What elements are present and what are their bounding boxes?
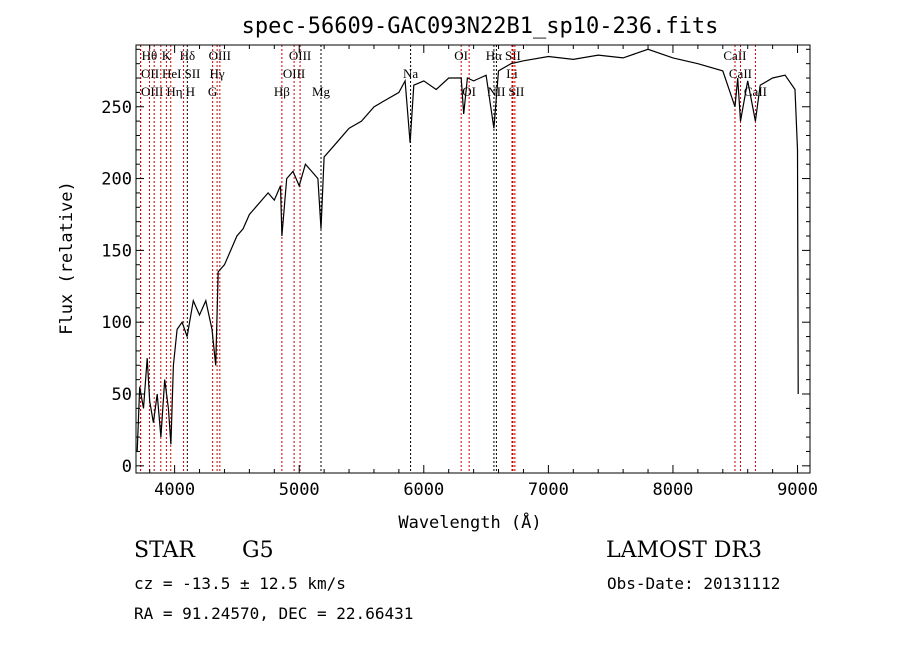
object-subclass: G5: [242, 538, 274, 563]
spectral-line-label: CaII: [729, 66, 752, 81]
object-class: STAR: [134, 538, 195, 563]
y-tick-label: 0: [122, 457, 132, 477]
spectral-line-label: Na: [403, 66, 418, 81]
spectral-line-label: Hδ: [180, 48, 196, 63]
coordinates: RA = 91.24570, DEC = 22.66431: [134, 604, 414, 623]
spectral-line-label: OIII: [289, 48, 311, 63]
y-tick-label: 150: [101, 241, 132, 261]
spectrum-line: [136, 48, 799, 452]
spectral-line-label: Mg: [312, 84, 331, 99]
survey-label: LAMOST DR3: [606, 538, 762, 563]
x-tick-label: 8000: [652, 480, 693, 500]
spectral-line-label: HeI: [162, 66, 182, 81]
spectral-line-label: Li: [506, 66, 518, 81]
x-tick-label: 7000: [528, 480, 569, 500]
spectral-line-label: OII: [141, 66, 159, 81]
spectral-line-label: CaII: [744, 84, 767, 99]
spectral-line-label: CaII: [723, 48, 746, 63]
y-tick-label: 100: [101, 313, 132, 333]
spectral-line-label: OIII: [209, 48, 231, 63]
spectral-line-label: Hβ: [274, 84, 290, 99]
x-axis-label: Wavelength (Å): [398, 511, 541, 533]
y-axis-label: Flux (relative): [57, 181, 77, 335]
x-tick-label: 4000: [154, 480, 195, 500]
x-tick-label: 5000: [279, 480, 320, 500]
x-tick-label: 6000: [403, 480, 444, 500]
spectral-line-label: Hθ: [142, 48, 158, 63]
spectral-line-label: H: [186, 84, 195, 99]
spectral-line-label: Hγ: [210, 66, 225, 81]
spectral-line-label: SII: [505, 48, 521, 63]
obs-date: Obs-Date: 20131112: [607, 574, 781, 593]
spectral-line-label: SII: [508, 84, 524, 99]
spectral-line-label: G: [208, 84, 217, 99]
y-tick-label: 250: [101, 98, 132, 118]
spectral-line-label: OI: [462, 84, 476, 99]
redshift-text: cz = -13.5 ± 12.5 km/s: [134, 574, 346, 593]
y-tick-label: 200: [101, 170, 132, 190]
chart-title: spec-56609-GAC093N22B1_sp10-236.fits: [242, 14, 719, 39]
spectral-line-label: SII: [185, 66, 201, 81]
spectral-line-label: OIII: [141, 84, 163, 99]
spectral-line-label: OIII: [283, 66, 305, 81]
x-tick-label: 9000: [777, 480, 818, 500]
y-tick-label: 50: [112, 385, 132, 405]
spectral-line-label: OI: [454, 48, 468, 63]
spectral-line-label: Hα: [486, 48, 502, 63]
plot-frame: [135, 44, 811, 474]
spectral-line-label: K: [162, 48, 172, 63]
spectral-line-label: Hη: [166, 84, 182, 99]
